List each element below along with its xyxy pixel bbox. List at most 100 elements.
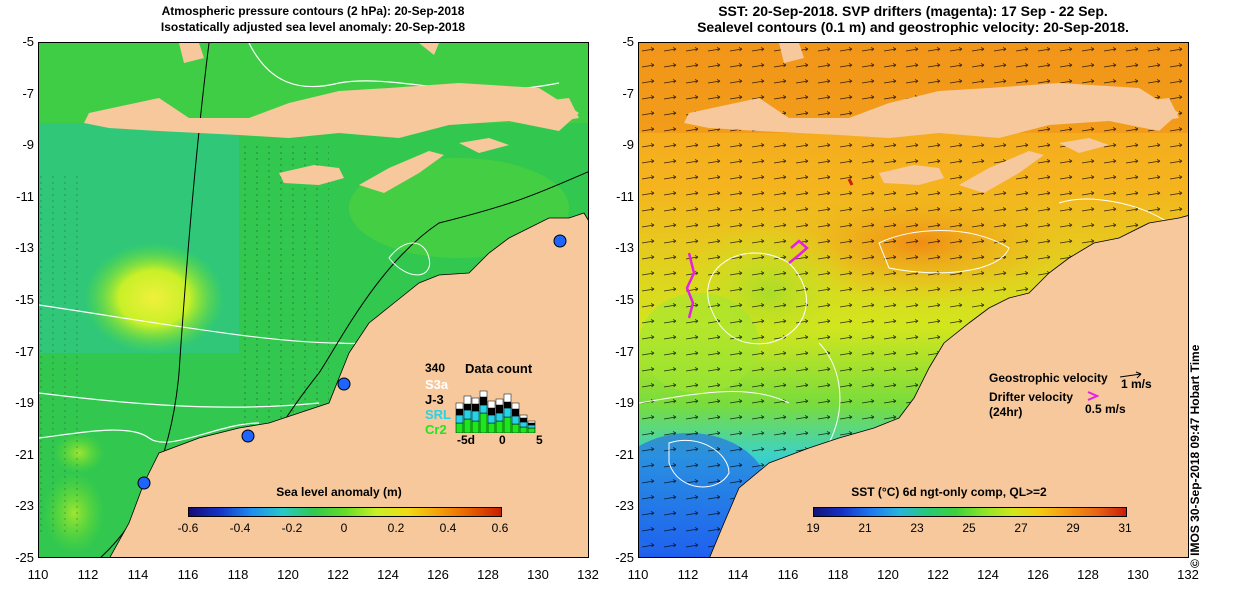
count-bar-segment: [463, 418, 472, 433]
longitude-tick: 118: [227, 567, 249, 582]
latitude-tick: -15: [15, 292, 34, 307]
latitude-tick: -21: [15, 446, 34, 462]
right-title-line2: Sealevel contours (0.1 m) and geostrophi…: [697, 19, 1129, 35]
longitude-tick: 128: [1077, 567, 1099, 582]
data-count-title: Data count: [465, 361, 533, 376]
count-bar-segment: [503, 393, 512, 403]
sea-level-colorbar: [188, 507, 502, 517]
longitude-tick: 126: [427, 567, 449, 582]
imos-credit: © IMOS 30-Sep-2018 09:47 Hobart Time: [1188, 344, 1202, 568]
sst-colorbar: [813, 507, 1127, 517]
data-count-bars: [455, 390, 536, 433]
latitude-tick: -13: [615, 240, 634, 256]
count-bar-segment: [519, 426, 528, 433]
count-bar-segment: [495, 404, 504, 414]
geostrophic-velocity-label: Geostrophic velocity: [989, 371, 1108, 385]
longitude-tick: 118: [827, 567, 849, 582]
count-bar-segment: [487, 422, 496, 433]
drifter-velocity-sub: (24hr): [989, 405, 1023, 419]
mission-label: SRL: [425, 407, 451, 422]
colorbar-tick-label: 0: [340, 521, 348, 535]
longitude-tick: 116: [177, 567, 199, 582]
data-count-max: 340: [425, 361, 446, 375]
latitude-tick: -25: [615, 550, 634, 565]
count-bar-segment: [487, 407, 496, 416]
count-bar-segment: [511, 402, 520, 410]
longitude-tick: 132: [577, 567, 599, 582]
left-title-line1: Atmospheric pressure contours (2 hPa): 2…: [161, 4, 465, 18]
count-bar-segment: [511, 423, 520, 433]
data-count-axis-end: 5: [536, 433, 543, 447]
latitude-tick: -7: [622, 85, 634, 101]
longitude-tick: 112: [77, 567, 99, 582]
count-bar-segment: [527, 420, 536, 424]
count-bar-segment: [519, 414, 528, 419]
longitude-tick: 132: [1177, 567, 1199, 582]
longitude-tick: 112: [677, 567, 699, 582]
count-bar-segment: [503, 416, 512, 433]
left-title-line2: Isostatically adjusted sea level anomaly…: [160, 20, 466, 34]
longitude-tick: 130: [1127, 567, 1149, 582]
sea-level-anomaly-map: 340 Data count S3a J-3 SRL Cr2 -5d 0 5 Sea …: [38, 42, 589, 558]
colorbar-tick-label: 23: [910, 521, 924, 535]
latitude-tick: -19: [15, 395, 34, 411]
count-bar-segment: [519, 421, 528, 428]
colorbar-tick-label: 27: [1014, 521, 1028, 535]
count-bar-segment: [495, 412, 504, 422]
latitude-tick: -23: [615, 498, 634, 514]
sea-level-map-canvas: [39, 43, 588, 557]
colorbar-tick-label: -0.2: [281, 521, 303, 535]
longitude-tick: 124: [977, 567, 999, 582]
count-bar-segment: [455, 414, 464, 424]
longitude-tick: 116: [777, 567, 799, 582]
longitude-tick: 120: [277, 567, 299, 582]
geostrophic-velocity-scale: 1 m/s: [1121, 377, 1152, 391]
count-bar-segment: [519, 417, 528, 423]
count-bar-segment: [503, 407, 512, 418]
count-bar-segment: [471, 410, 480, 422]
longitude-tick: 122: [327, 567, 349, 582]
count-bar-segment: [455, 422, 464, 433]
count-bar-segment: [455, 402, 464, 410]
longitude-tick: 124: [377, 567, 399, 582]
count-bar-segment: [471, 397, 480, 405]
colorbar-tick-label: 0.4: [439, 521, 457, 535]
colorbar-tick-label: 25: [962, 521, 976, 535]
latitude-tick: -25: [15, 550, 34, 565]
count-bar-segment: [527, 424, 536, 429]
latitude-tick: -11: [16, 188, 34, 204]
colorbar-tick-label: -0.6: [177, 521, 199, 535]
count-bar-segment: [463, 403, 472, 411]
latitude-tick: -13: [15, 240, 34, 256]
colorbar-tick-label: -0.4: [229, 521, 251, 535]
count-bar-segment: [463, 409, 472, 420]
count-bar-segment: [511, 408, 520, 417]
latitude-tick: -15: [615, 292, 634, 307]
longitude-tick: 122: [927, 567, 949, 582]
colorbar-tick-label: 29: [1066, 521, 1080, 535]
count-bar-segment: [463, 395, 472, 405]
count-bar-segment: [527, 422, 536, 426]
count-bar-segment: [455, 408, 464, 416]
data-count-axis-start: -5d: [457, 433, 475, 447]
longitude-tick: 130: [527, 567, 549, 582]
latitude-tick: -9: [22, 137, 34, 153]
drifter-velocity-label: Drifter velocity: [989, 390, 1074, 404]
left-map-title: Atmospheric pressure contours (2 hPa): 2…: [38, 3, 588, 35]
latitude-tick: -21: [615, 446, 634, 462]
latitude-tick: -5: [622, 34, 634, 49]
count-bar-segment: [527, 427, 536, 433]
count-bar-segment: [479, 390, 488, 398]
drifter-velocity-scale: 0.5 m/s: [1085, 402, 1126, 416]
count-bar-segment: [471, 403, 480, 412]
drifter-scale-arrow-icon: [1087, 391, 1099, 401]
colorbar-tick-label: 31: [1118, 521, 1132, 535]
longitude-tick: 128: [477, 567, 499, 582]
longitude-tick: 120: [877, 567, 899, 582]
sst-map: Geostrophic velocity 1 m/s Drifter veloc…: [638, 42, 1189, 558]
count-bar-segment: [479, 412, 488, 433]
count-bar-segment: [495, 420, 504, 433]
colorbar-tick-label: 0.2: [387, 521, 405, 535]
geostrophic-scale-arrow-icon: [1119, 371, 1142, 379]
colorbar-tick-label: 0.6: [491, 521, 509, 535]
